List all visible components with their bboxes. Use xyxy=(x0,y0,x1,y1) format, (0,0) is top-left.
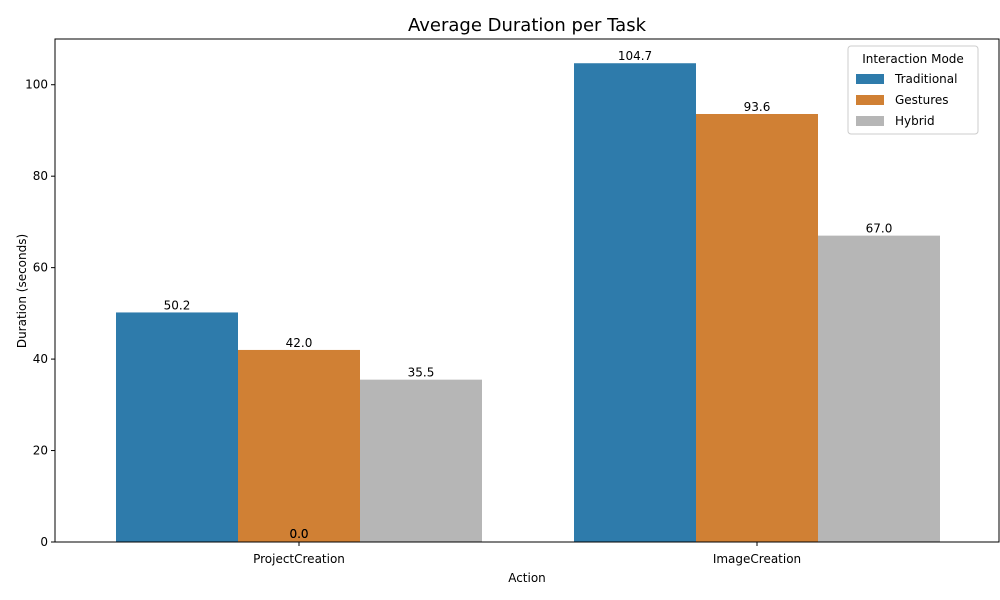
bar-value-label: 104.7 xyxy=(618,49,652,63)
plot-frame xyxy=(54,38,1000,543)
x-tick-label: ImageCreation xyxy=(713,552,801,566)
bar-value-label: 93.6 xyxy=(744,100,771,114)
y-tick-label: 40 xyxy=(33,352,48,366)
y-tick-label: 0 xyxy=(40,535,48,549)
zero-value-label: 0.0 xyxy=(289,527,308,541)
y-tick-label: 100 xyxy=(25,78,48,92)
bar-gestures-projectcreation xyxy=(238,349,360,542)
bar-hybrid-projectcreation xyxy=(360,379,482,542)
legend-label-gestures: Gestures xyxy=(895,93,949,107)
legend-swatch-hybrid xyxy=(856,116,884,126)
bar-gestures-imagecreation xyxy=(696,113,818,542)
bar-value-label: 35.5 xyxy=(408,366,435,380)
y-tick-label: 20 xyxy=(33,444,48,458)
legend: Interaction Mode Traditional Gestures Hybri… xyxy=(847,45,979,135)
bar-value-label: 42.0 xyxy=(286,336,313,350)
y-tick-label: 80 xyxy=(33,169,48,183)
y-tick-label: 60 xyxy=(33,261,48,275)
bar-traditional-projectcreation xyxy=(116,312,238,542)
legend-swatch-gestures xyxy=(856,95,884,105)
legend-label-hybrid: Hybrid xyxy=(895,114,935,128)
chart-title: Average Duration per Task xyxy=(408,15,647,36)
legend-label-traditional: Traditional xyxy=(894,72,957,86)
bars xyxy=(116,63,940,543)
x-tick-label: ProjectCreation xyxy=(253,552,345,566)
legend-title: Interaction Mode xyxy=(862,52,964,66)
x-axis-label: Action xyxy=(508,571,546,585)
legend-box xyxy=(847,45,979,135)
zero-value-label: 0.0 xyxy=(289,527,308,541)
bar-hybrid-imagecreation xyxy=(818,235,940,543)
bar-traditional-imagecreation xyxy=(574,63,696,543)
y-axis-label: Duration (seconds) xyxy=(15,234,29,348)
axes: 0 20 40 60 80 100 ProjectCreation ImageCreation xyxy=(25,38,1000,566)
legend-swatch-traditional xyxy=(856,74,884,84)
bar-value-label: 50.2 xyxy=(164,298,191,312)
bar-value-label: 67.0 xyxy=(866,222,893,236)
